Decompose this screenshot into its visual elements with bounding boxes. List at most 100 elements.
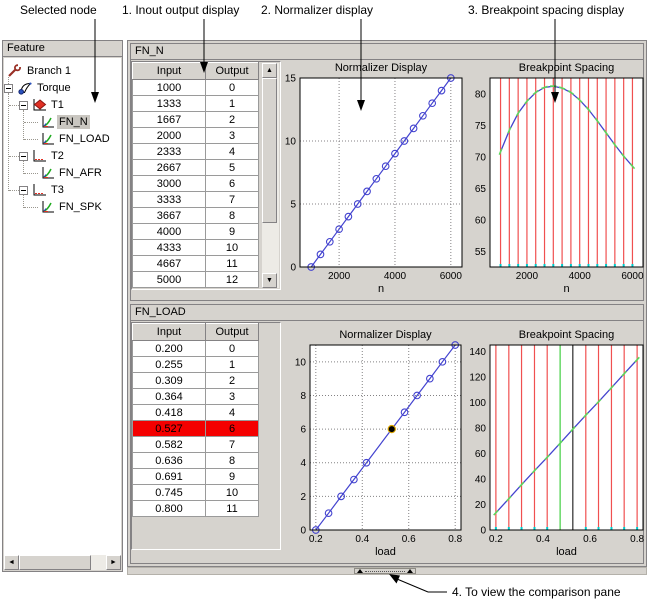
table-cell[interactable]: 3000 — [132, 175, 206, 192]
tree-item-torque[interactable]: Torque — [4, 80, 121, 97]
tree-item-t3[interactable]: T3 — [4, 182, 121, 199]
fn-load-normalizer-display-chart[interactable]: 0.2 0.4 0.6 0.8 0 2 4 6 8 10 Normalizer Display loa… — [283, 325, 465, 563]
table-cell[interactable]: 10 — [205, 484, 259, 501]
table-row[interactable]: 0.418 4 — [132, 404, 259, 421]
table-cell[interactable]: 5 — [205, 159, 259, 176]
table-cell[interactable]: 11 — [205, 255, 259, 272]
table-cell[interactable]: 2 — [205, 372, 259, 389]
tree-item-label[interactable]: FN_AFR — [59, 167, 102, 179]
tree-item-label[interactable]: FN_SPK — [59, 201, 102, 213]
table-cell[interactable]: 0.255 — [132, 356, 206, 373]
table-row[interactable]: 4000 9 — [132, 223, 259, 240]
expander-minus-icon[interactable] — [19, 186, 28, 195]
table-cell[interactable]: 2000 — [132, 127, 206, 144]
table-cell[interactable]: 0 — [205, 79, 259, 96]
fn-n-breakpoint-spacing-chart[interactable]: 2000 4000 6000 55 60 65 70 75 80 Breakpoint Spaci… — [465, 58, 647, 298]
tree-item-label[interactable]: Torque — [37, 82, 71, 94]
table-cell[interactable]: 8 — [205, 207, 259, 224]
table-row[interactable]: 0.582 7 — [132, 436, 259, 453]
table-cell[interactable]: 3667 — [132, 207, 206, 224]
table-row[interactable]: 0.636 8 — [132, 452, 259, 469]
scroll-down-button[interactable]: ▼ — [262, 273, 277, 288]
table-row[interactable]: 0.691 9 — [132, 468, 259, 485]
fn-load-io-table[interactable]: Input Output 0.200 0 0.255 1 0.309 2 0.364 3 0.418… — [132, 323, 259, 517]
table-cell[interactable]: 3333 — [132, 191, 206, 208]
table-cell[interactable]: 2 — [205, 111, 259, 128]
table-cell[interactable]: 0.309 — [132, 372, 206, 389]
table-row[interactable]: 0.745 10 — [132, 484, 259, 501]
tree-item-fn-afr[interactable]: FN_AFR — [4, 165, 121, 182]
table-row[interactable]: 0.309 2 — [132, 372, 259, 389]
table-row[interactable]: 1667 2 — [132, 111, 259, 128]
table-row[interactable]: 0.364 3 — [132, 388, 259, 405]
table-cell[interactable]: 0.527 — [132, 420, 206, 437]
table-row[interactable]: 1333 1 — [132, 95, 259, 112]
tree-horizontal-scrollbar[interactable]: ◄ ► — [4, 555, 121, 570]
table-cell[interactable]: 4000 — [132, 223, 206, 240]
table-row[interactable]: 1000 0 — [132, 79, 259, 96]
table-cell[interactable]: 1000 — [132, 79, 206, 96]
table-cell[interactable]: 0.691 — [132, 468, 206, 485]
table-cell[interactable]: 4 — [205, 143, 259, 160]
expander-minus-icon[interactable] — [19, 152, 28, 161]
table-cell[interactable]: 4 — [205, 404, 259, 421]
table-cell[interactable]: 10 — [205, 239, 259, 256]
table-cell[interactable]: 0.636 — [132, 452, 206, 469]
table-cell[interactable]: 0 — [205, 340, 259, 357]
table-row[interactable]: 0.800 11 — [132, 500, 259, 517]
table-row[interactable]: 3667 8 — [132, 207, 259, 224]
table-row[interactable]: 3333 7 — [132, 191, 259, 208]
table-cell[interactable]: 12 — [205, 271, 259, 288]
table-row[interactable]: 0.200 0 — [132, 340, 259, 357]
scroll-up-button[interactable]: ▲ — [262, 63, 277, 78]
expander-minus-icon[interactable] — [4, 84, 13, 93]
scrollbar-thumb[interactable] — [262, 78, 277, 223]
expander-minus-icon[interactable] — [19, 101, 28, 110]
table-cell[interactable]: 4333 — [132, 239, 206, 256]
table-cell[interactable]: 1667 — [132, 111, 206, 128]
table-row[interactable]: 4667 11 — [132, 255, 259, 272]
table-row[interactable]: 4333 10 — [132, 239, 259, 256]
table-row[interactable]: 2000 3 — [132, 127, 259, 144]
table-cell[interactable]: 8 — [205, 452, 259, 469]
table-cell[interactable]: 0.582 — [132, 436, 206, 453]
table-row[interactable]: 2667 5 — [132, 159, 259, 176]
table-cell[interactable]: 9 — [205, 223, 259, 240]
tree-item-label[interactable]: T1 — [51, 99, 64, 111]
fn-load-breakpoint-spacing-chart[interactable]: 0.2 0.4 0.6 0.8 0 20 40 60 80 100 120 140 Breakpoint… — [465, 325, 647, 563]
tree-item-fn-load[interactable]: FN_LOAD — [4, 131, 121, 148]
table-cell[interactable]: 5000 — [132, 271, 206, 288]
table-cell[interactable]: 0.418 — [132, 404, 206, 421]
tree-item-fn-spk[interactable]: FN_SPK — [4, 199, 121, 216]
tree-item-t1[interactable]: T1 — [4, 97, 121, 114]
table-cell[interactable]: 6 — [205, 175, 259, 192]
table-cell[interactable]: 7 — [205, 191, 259, 208]
table-cell[interactable]: 3 — [205, 127, 259, 144]
fn-n-table-scrollbar[interactable]: ▲ ▼ — [262, 63, 279, 288]
table-cell[interactable]: 9 — [205, 468, 259, 485]
table-row[interactable]: 2333 4 — [132, 143, 259, 160]
table-cell[interactable]: 3 — [205, 388, 259, 405]
tree-item-branch-1[interactable]: Branch 1 — [4, 63, 121, 80]
tree-item-label[interactable]: T3 — [51, 184, 64, 196]
table-cell[interactable]: 0.200 — [132, 340, 206, 357]
comparison-pane-splitter-handle[interactable] — [354, 568, 416, 574]
table-cell[interactable]: 0.800 — [132, 500, 206, 517]
fn-n-normalizer-display-chart[interactable]: 2000 4000 6000 0 5 10 15 Normalizer Display n — [283, 58, 465, 298]
scroll-left-button[interactable]: ◄ — [4, 555, 19, 570]
table-row[interactable]: 0.255 1 — [132, 356, 259, 373]
tree-item-label[interactable]: FN_N — [57, 115, 90, 129]
tree-item-fn-n[interactable]: FN_N — [4, 114, 121, 131]
fn-n-io-table[interactable]: Input Output 1000 0 1333 1 1667 2 2000 3 2333 4 2667… — [132, 62, 259, 288]
tree-item-label[interactable]: T2 — [51, 150, 64, 162]
table-cell[interactable]: 1333 — [132, 95, 206, 112]
scrollbar-thumb[interactable] — [19, 555, 91, 570]
tree-item-label[interactable]: FN_LOAD — [59, 133, 110, 145]
table-row[interactable]: 3000 6 — [132, 175, 259, 192]
table-cell[interactable]: 11 — [205, 500, 259, 517]
table-cell[interactable]: 1 — [205, 95, 259, 112]
table-cell[interactable]: 4667 — [132, 255, 206, 272]
table-cell[interactable]: 0.745 — [132, 484, 206, 501]
table-cell[interactable]: 2333 — [132, 143, 206, 160]
table-cell[interactable]: 1 — [205, 356, 259, 373]
